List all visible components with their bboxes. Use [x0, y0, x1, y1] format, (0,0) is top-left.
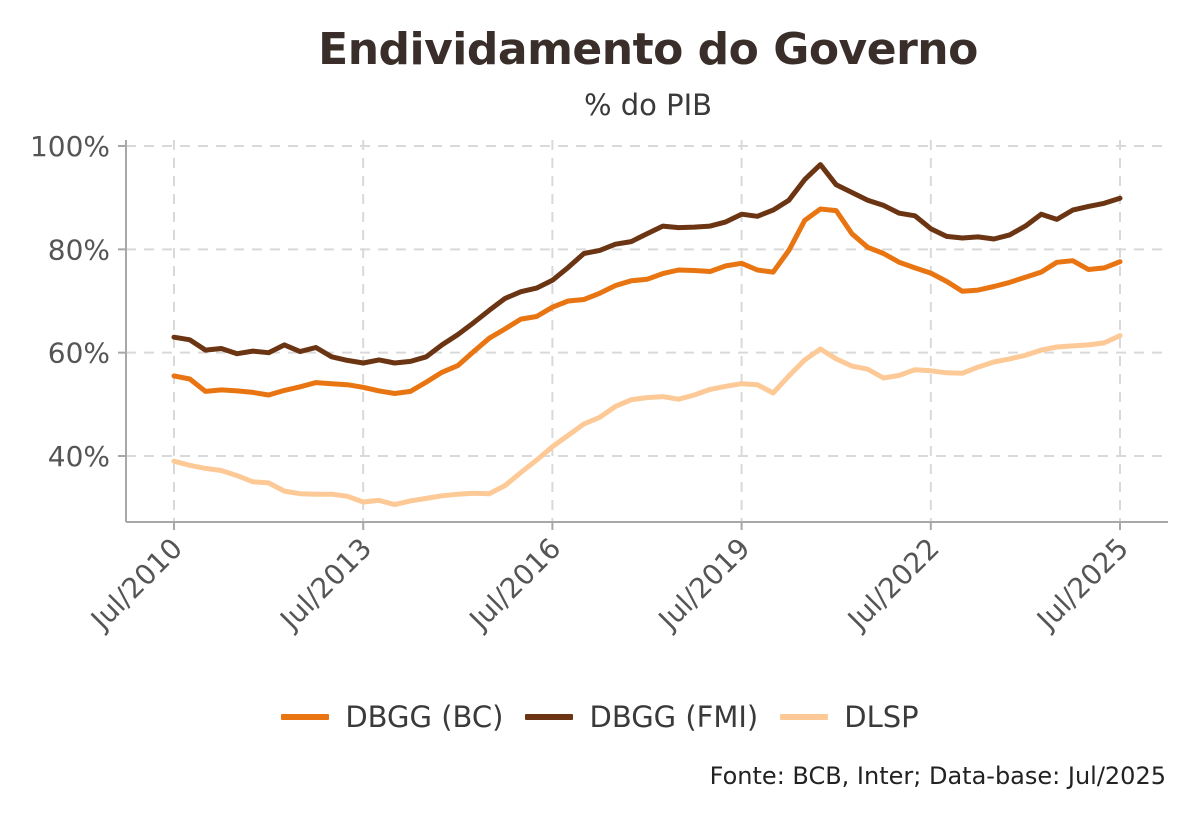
legend-swatch-dbgg-fmi — [525, 714, 574, 720]
legend-label-dbgg-bc: DBGG (BC) — [345, 700, 504, 734]
legend-item-dbgg-bc: DBGG (BC) — [281, 700, 503, 734]
y-tick-label: 60% — [48, 337, 110, 370]
source-caption: Fonte: BCB, Inter; Data-base: Jul/2025 — [709, 762, 1166, 790]
x-tick-label: Jul/2025 — [1029, 532, 1135, 638]
legend-item-dlsp: DLSP — [780, 700, 919, 734]
chart-title: Endividamento do Governo — [318, 24, 978, 75]
x-tick-label: Jul/2010 — [83, 532, 189, 638]
legend-item-dbgg-fmi: DBGG (FMI) — [525, 700, 758, 734]
x-tick-label: Jul/2019 — [651, 532, 757, 638]
series-line-dlsp — [171, 333, 1123, 508]
series-line-dbgg-fmi — [171, 162, 1123, 366]
y-tick-label: 100% — [30, 130, 110, 163]
series-line-dbgg-bc — [171, 206, 1123, 398]
legend-label-dbgg-fmi: DBGG (FMI) — [589, 700, 759, 734]
legend-swatch-dbgg-bc — [281, 714, 330, 720]
y-tick-label: 80% — [48, 233, 110, 266]
line-chart: 40% 60% 80% 100% Jul/2010 Jul/2013 Jul/2016 Jul… — [30, 130, 1168, 638]
x-tick-label: Jul/2013 — [272, 532, 378, 638]
legend-label-dlsp: DLSP — [844, 700, 919, 734]
x-tick-label: Jul/2016 — [462, 532, 568, 638]
y-tick-label: 40% — [48, 440, 110, 473]
chart-subtitle: % do PIB — [583, 88, 713, 122]
chart-legend: DBGG (BC) DBGG (FMI) DLSP — [0, 700, 1200, 734]
x-tick-label: Jul/2022 — [840, 532, 946, 638]
legend-swatch-dlsp — [780, 714, 829, 720]
